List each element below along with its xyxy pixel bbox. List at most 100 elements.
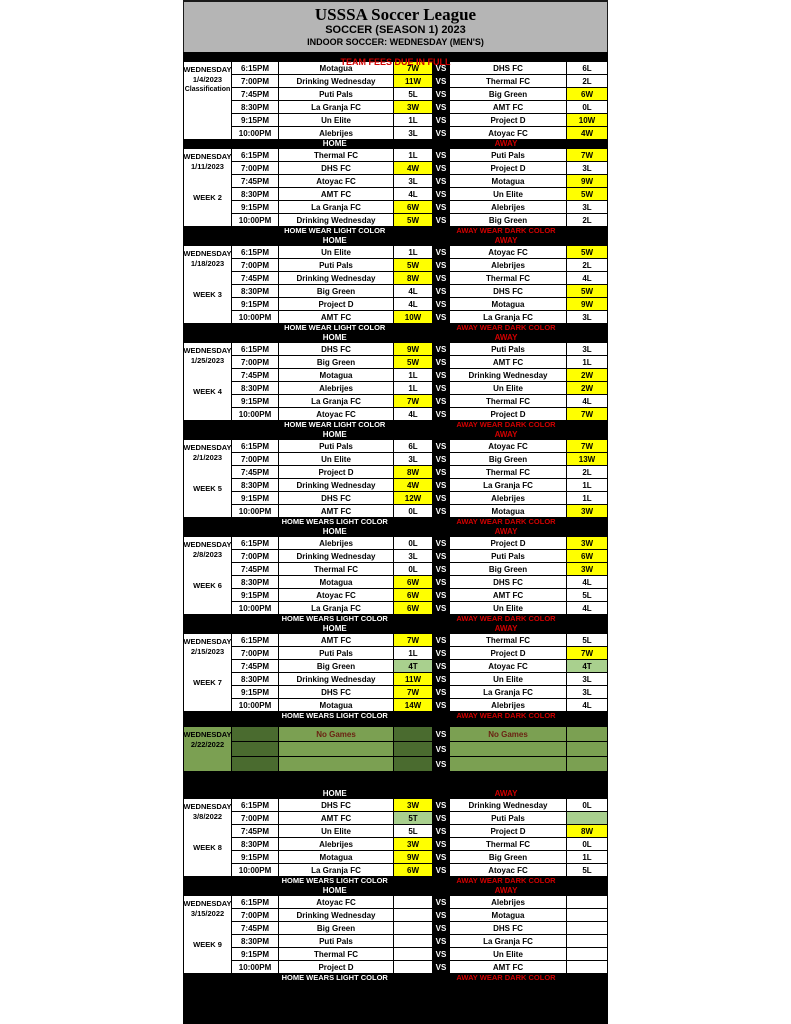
home-result-cell: 4T bbox=[394, 660, 432, 672]
home-away-bar: HOME AWAY bbox=[183, 139, 608, 149]
home-team-cell: Un Elite bbox=[279, 246, 393, 258]
home-team-cell: AMT FC bbox=[279, 188, 393, 200]
wear-color-bar: HOME WEAR LIGHT COLOR AWAY WEAR DARK COLO… bbox=[183, 323, 608, 333]
time-cell: 10:00PM bbox=[232, 961, 278, 973]
date-label: 1/11/2023 bbox=[191, 162, 224, 171]
away-result-cell: 10W bbox=[567, 114, 607, 126]
week-label: WEEK 7 bbox=[193, 678, 222, 687]
home-result-cell: 4L bbox=[394, 285, 432, 297]
time-cell: 7:45PM bbox=[232, 563, 278, 575]
time-cell: 9:15PM bbox=[232, 589, 278, 601]
away-team-cell: Drinking Wednesday bbox=[450, 799, 566, 811]
time-cell: 10:00PM bbox=[232, 127, 278, 139]
home-team-cell: Puti Pals bbox=[279, 259, 393, 271]
home-result-cell bbox=[394, 935, 432, 947]
home-result-cell: 3W bbox=[394, 838, 432, 850]
away-result-cell: 3L bbox=[567, 343, 607, 355]
away-result-cell: 1L bbox=[567, 356, 607, 368]
home-result-cell: 12W bbox=[394, 492, 432, 504]
home-wear-label: HOME WEARS LIGHT COLOR bbox=[281, 517, 388, 526]
vs-label: VS bbox=[433, 175, 449, 187]
away-result-cell: 6W bbox=[567, 88, 607, 100]
vs-label: VS bbox=[433, 935, 449, 947]
away-result-cell: 0L bbox=[567, 838, 607, 850]
vs-label: VS bbox=[433, 799, 449, 811]
home-team-cell: La Granja FC bbox=[279, 864, 393, 876]
vs-label: VS bbox=[433, 922, 449, 934]
vs-label: VS bbox=[433, 838, 449, 850]
home-wear-label: HOME WEARS LIGHT COLOR bbox=[281, 876, 388, 885]
away-result-cell: 9W bbox=[567, 298, 607, 310]
date-cell: WEDNESDAY 2/15/2023 WEEK 7 bbox=[184, 634, 231, 711]
time-cell: 6:15PM bbox=[232, 799, 278, 811]
home-result-cell: 1L bbox=[394, 114, 432, 126]
away-team-cell: Alebrijes bbox=[450, 699, 566, 711]
time-cell: 6:15PM bbox=[232, 896, 278, 908]
away-result-cell bbox=[567, 896, 607, 908]
time-cell: 7:00PM bbox=[232, 259, 278, 271]
time-cell: 8:30PM bbox=[232, 479, 278, 491]
away-team-cell: Alebrijes bbox=[450, 896, 566, 908]
away-team-cell: Thermal FC bbox=[450, 272, 566, 284]
day-label: WEDNESDAY bbox=[184, 346, 231, 355]
vs-label: VS bbox=[433, 647, 449, 659]
home-result-cell: 11W bbox=[394, 673, 432, 685]
home-team-cell: Project D bbox=[279, 466, 393, 478]
home-result-cell: 1L bbox=[394, 647, 432, 659]
date-cell: WEDNESDAY 2/1/2023 WEEK 5 bbox=[184, 440, 231, 517]
time-cell: 8:30PM bbox=[232, 576, 278, 588]
home-team-cell: Alebrijes bbox=[279, 382, 393, 394]
vs-label: VS bbox=[433, 742, 449, 756]
time-cell: 7:45PM bbox=[232, 175, 278, 187]
time-cell: 7:00PM bbox=[232, 550, 278, 562]
away-result-cell: 4L bbox=[567, 272, 607, 284]
vs-label: VS bbox=[433, 259, 449, 271]
home-label: HOME bbox=[322, 139, 347, 148]
vs-label: VS bbox=[433, 576, 449, 588]
time-cell: 10:00PM bbox=[232, 408, 278, 420]
week-block: WEDNESDAY 1/11/2023 WEEK 2 6:15PM Thermal FC… bbox=[183, 149, 608, 226]
away-result-cell bbox=[567, 742, 607, 756]
home-team-cell: Un Elite bbox=[279, 825, 393, 837]
away-label: AWAY bbox=[494, 789, 518, 798]
away-team-cell: Atoyac FC bbox=[450, 864, 566, 876]
away-result-cell bbox=[567, 757, 607, 771]
home-result-cell bbox=[394, 922, 432, 934]
home-team-cell: Un Elite bbox=[279, 453, 393, 465]
away-wear-label: AWAY WEAR DARK COLOR bbox=[456, 876, 556, 885]
away-label: AWAY bbox=[494, 139, 518, 148]
week-block: WEDNESDAY 1/18/2023 WEEK 3 6:15PM Un Elite 1L… bbox=[183, 246, 608, 323]
away-result-cell bbox=[567, 935, 607, 947]
home-result-cell: 4W bbox=[394, 479, 432, 491]
time-cell: 8:30PM bbox=[232, 101, 278, 113]
away-label: AWAY bbox=[494, 527, 518, 536]
date-label: 1/25/2023 bbox=[190, 356, 225, 365]
time-cell: 8:30PM bbox=[232, 935, 278, 947]
week-block: WEDNESDAY 1/4/2023 Classification 6:15PM Mot… bbox=[183, 62, 608, 139]
vs-label: VS bbox=[433, 114, 449, 126]
home-team-cell: Big Green bbox=[279, 922, 393, 934]
away-result-cell: 3L bbox=[567, 201, 607, 213]
away-result-cell: 5W bbox=[567, 285, 607, 297]
home-result-cell: 5L bbox=[394, 88, 432, 100]
away-result-cell: 6W bbox=[567, 550, 607, 562]
away-label: AWAY bbox=[494, 624, 518, 633]
home-result-cell bbox=[394, 757, 432, 771]
home-result-cell: 5W bbox=[394, 356, 432, 368]
time-cell: 10:00PM bbox=[232, 864, 278, 876]
away-result-cell: 4L bbox=[567, 395, 607, 407]
home-team-cell: AMT FC bbox=[279, 812, 393, 824]
away-team-cell: Atoyac FC bbox=[450, 440, 566, 452]
time-cell: 7:00PM bbox=[232, 162, 278, 174]
vs-label: VS bbox=[433, 214, 449, 226]
home-team-cell: Alebrijes bbox=[279, 127, 393, 139]
home-result-cell: 4L bbox=[394, 188, 432, 200]
home-away-bar: HOME AWAY bbox=[183, 333, 608, 343]
home-result-cell: 4W bbox=[394, 162, 432, 174]
division-subtitle: INDOOR SOCCER: WEDNESDAY (MEN'S) bbox=[307, 37, 484, 47]
away-wear-label: AWAY WEAR DARK COLOR bbox=[456, 323, 556, 332]
vs-label: VS bbox=[433, 660, 449, 672]
time-cell: 7:45PM bbox=[232, 88, 278, 100]
week-block: WEDNESDAY 3/15/2022 WEEK 9 6:15PM Atoyac FC V… bbox=[183, 896, 608, 973]
vs-label: VS bbox=[433, 851, 449, 863]
